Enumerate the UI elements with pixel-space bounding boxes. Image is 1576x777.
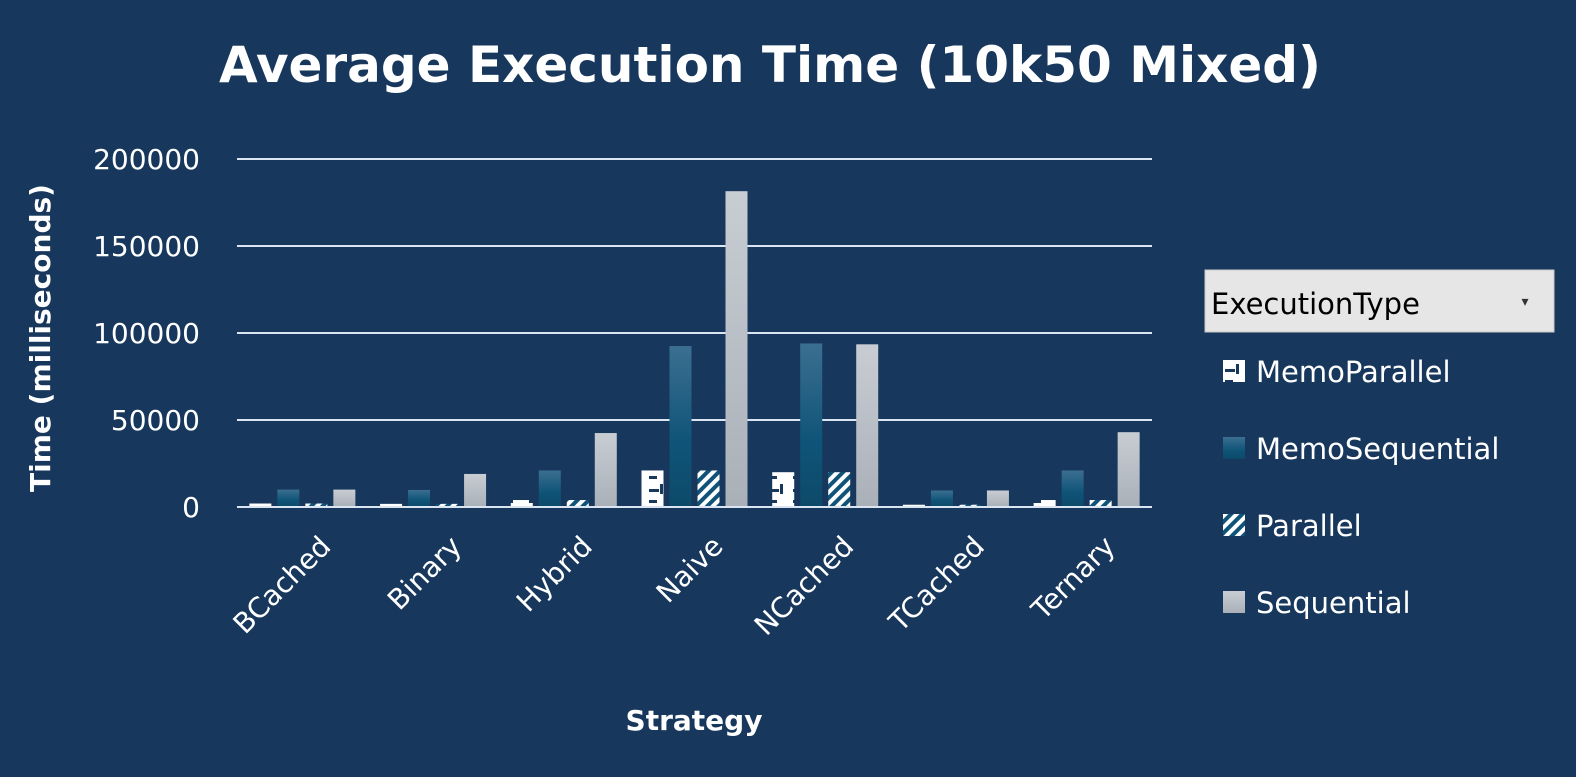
bar-memo-sequential-ncached[interactable] <box>800 343 823 507</box>
y-tick-label: 200000 <box>93 143 200 176</box>
bar-memo-parallel-ternary[interactable] <box>1033 500 1056 507</box>
legend-filter-button[interactable]: ExecutionType ▾ <box>1204 269 1555 333</box>
chevron-down-icon[interactable]: ▾ <box>1521 294 1528 310</box>
legend-swatch <box>1223 360 1245 382</box>
bar-parallel-ncached[interactable] <box>828 472 851 507</box>
bar-memo-parallel-hybrid[interactable] <box>510 500 533 507</box>
x-tick-label: TCached <box>882 530 991 639</box>
gridlines <box>237 158 1152 508</box>
legend-swatch <box>1223 591 1245 613</box>
bar-sequential-tcached[interactable] <box>986 490 1009 507</box>
legend-items: MemoParallel MemoSequential Parallel Sequen… <box>1223 355 1499 620</box>
x-tick-label: Ternary <box>1024 530 1121 627</box>
bar-sequential-hybrid[interactable] <box>594 433 617 507</box>
x-tick-label: Binary <box>381 530 468 617</box>
legend-label: MemoSequential <box>1256 432 1499 466</box>
bar-memo-parallel-naive[interactable] <box>641 470 664 507</box>
y-tick-label: 100000 <box>93 317 200 350</box>
legend-item-sequential[interactable]: Sequential <box>1223 586 1411 620</box>
x-tick-label: Naive <box>650 530 730 610</box>
bar-memo-sequential-naive[interactable] <box>669 346 692 507</box>
legend-title: ExecutionType <box>1211 287 1420 321</box>
bar-parallel-hybrid[interactable] <box>566 500 589 507</box>
legend-swatch <box>1223 514 1245 536</box>
y-axis-title: Time (milliseconds) <box>24 184 57 492</box>
bar-memo-sequential-binary[interactable] <box>408 489 431 507</box>
bar-sequential-bcached[interactable] <box>333 489 356 507</box>
x-tick-label: Hybrid <box>510 530 599 619</box>
legend-label: Sequential <box>1256 586 1411 620</box>
bar-memo-parallel-bcached[interactable] <box>249 503 272 507</box>
y-tick-label: 50000 <box>111 404 200 437</box>
bar-sequential-ncached[interactable] <box>856 344 879 507</box>
legend-item-parallel[interactable]: Parallel <box>1223 509 1362 543</box>
legend-header-background <box>1204 269 1555 333</box>
bar-memo-parallel-ncached[interactable] <box>772 472 795 507</box>
x-tick-label: BCached <box>227 530 338 641</box>
bar-sequential-ternary[interactable] <box>1117 432 1140 507</box>
bar-memo-parallel-tcached[interactable] <box>902 504 925 507</box>
bar-parallel-ternary[interactable] <box>1089 500 1112 507</box>
x-axis-ticks: BCached Binary Hybrid Naive NCached TCached Te… <box>227 530 1122 642</box>
legend: ExecutionType ▾ MemoParallel MemoSequenti… <box>1204 269 1555 620</box>
legend-item-memo-parallel[interactable]: MemoParallel <box>1223 355 1451 389</box>
bar-memo-parallel-binary[interactable] <box>380 503 403 507</box>
legend-label: Parallel <box>1256 509 1362 543</box>
bar-parallel-bcached[interactable] <box>305 503 328 507</box>
bar-memo-sequential-hybrid[interactable] <box>538 470 561 507</box>
bar-parallel-binary[interactable] <box>436 503 459 507</box>
legend-swatch <box>1223 437 1245 459</box>
y-tick-label: 150000 <box>93 230 200 263</box>
x-axis-title: Strategy <box>626 704 763 737</box>
bar-sequential-binary[interactable] <box>464 473 487 507</box>
bar-memo-sequential-ternary[interactable] <box>1061 470 1084 507</box>
chart-title: Average Execution Time (10k50 Mixed) <box>219 36 1321 94</box>
y-axis-ticks: 0 50000 100000 150000 200000 <box>93 143 200 524</box>
x-tick-label: NCached <box>748 530 860 642</box>
bar-parallel-tcached[interactable] <box>958 504 981 507</box>
bars <box>237 191 1152 508</box>
y-tick-label: 0 <box>182 491 200 524</box>
legend-item-memo-sequential[interactable]: MemoSequential <box>1223 432 1499 466</box>
bar-parallel-naive[interactable] <box>697 470 720 507</box>
bar-memo-sequential-tcached[interactable] <box>930 490 953 507</box>
legend-label: MemoParallel <box>1256 355 1451 389</box>
bar-memo-sequential-bcached[interactable] <box>277 489 300 507</box>
bar-sequential-naive[interactable] <box>725 191 748 507</box>
